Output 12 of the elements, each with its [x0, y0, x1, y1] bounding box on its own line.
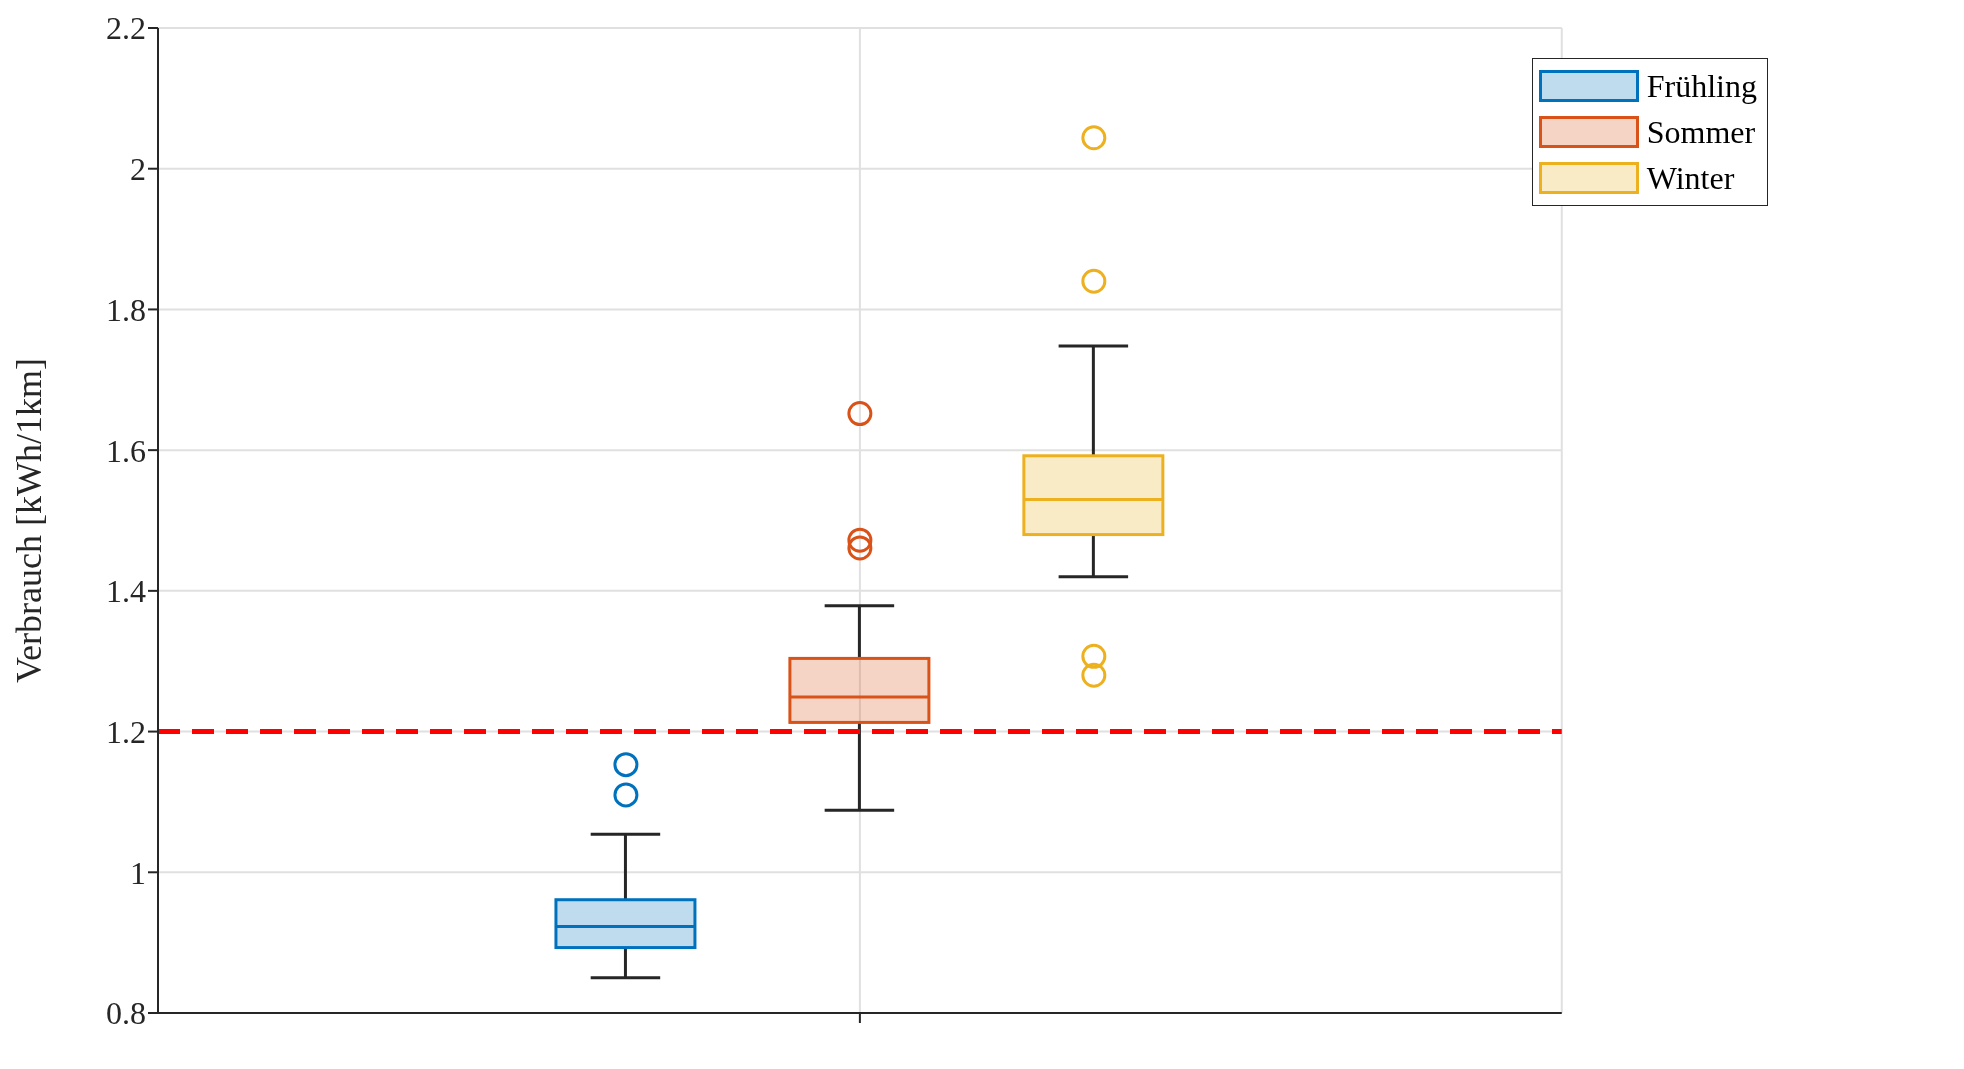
legend-label: Sommer: [1646, 113, 1756, 151]
y-tick-label: 1.8: [106, 291, 146, 328]
y-tick-label: 2.2: [106, 10, 146, 47]
y-axis-title: Verbrauch [kWh/1km]: [8, 358, 49, 683]
legend-label: Winter: [1646, 159, 1735, 197]
y-tick-label: 0.8: [106, 995, 146, 1032]
y-tick-label: 1.6: [106, 432, 146, 469]
y-tick-label: 2: [130, 151, 146, 188]
y-tick-label: 1.2: [106, 713, 146, 750]
y-tick-label: 1.4: [106, 573, 146, 610]
y-tick-label: 1: [130, 854, 146, 891]
legend-label: Frühling: [1646, 67, 1757, 105]
